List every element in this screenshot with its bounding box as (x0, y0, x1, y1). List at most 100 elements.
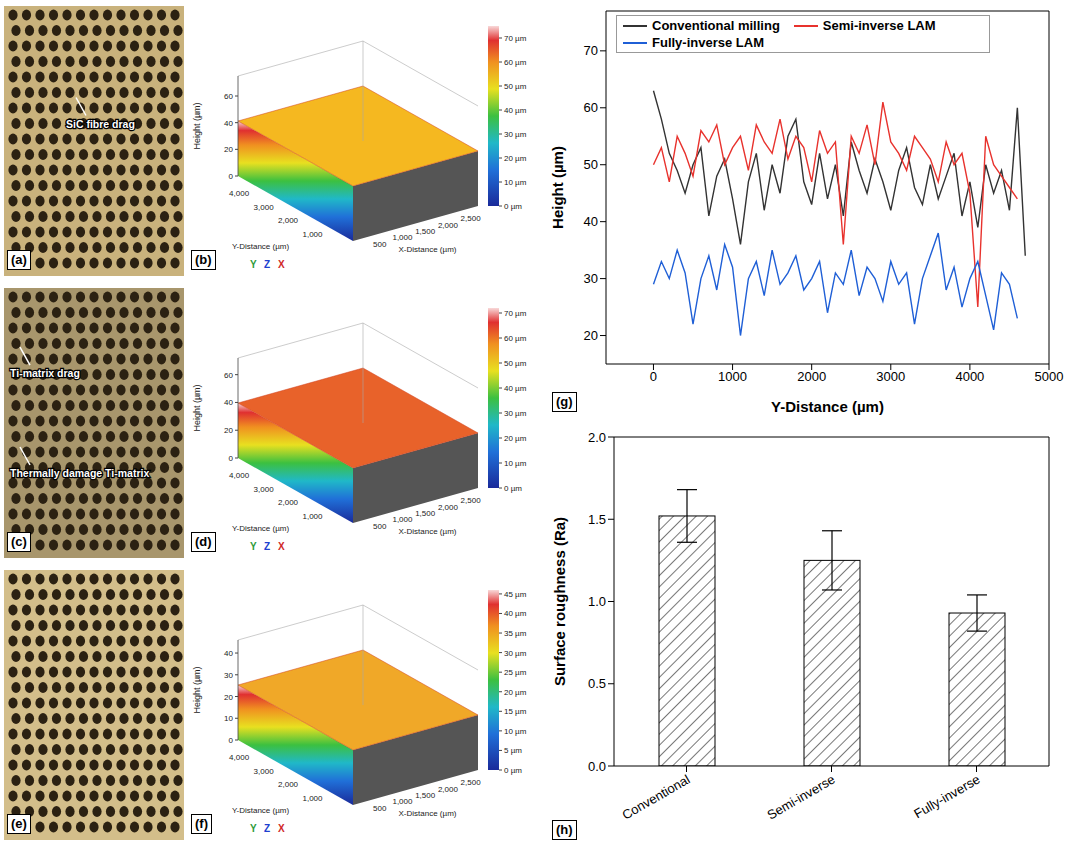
svg-text:30: 30 (224, 671, 233, 680)
svg-text:Y-Distance (µm): Y-Distance (µm) (232, 242, 290, 251)
svg-text:2,000: 2,000 (278, 780, 299, 789)
svg-text:X-Distance (µm): X-Distance (µm) (399, 527, 457, 536)
svg-text:2,000: 2,000 (278, 498, 299, 507)
svg-text:Z: Z (264, 823, 270, 834)
svg-text:1,500: 1,500 (415, 791, 436, 800)
svg-text:3,000: 3,000 (254, 203, 275, 212)
svg-text:0: 0 (229, 736, 234, 745)
svg-text:Surface roughness (Ra): Surface roughness (Ra) (551, 517, 568, 686)
svg-text:5 µm: 5 µm (504, 746, 522, 755)
svg-text:3000: 3000 (876, 369, 905, 384)
svg-text:45 µm: 45 µm (504, 590, 527, 599)
svg-text:1,000: 1,000 (392, 797, 413, 806)
svg-text:0: 0 (229, 454, 234, 463)
svg-text:60: 60 (224, 371, 233, 380)
svg-text:Z: Z (264, 541, 270, 552)
svg-text:50 µm: 50 µm (504, 82, 527, 91)
svg-text:2,000: 2,000 (438, 785, 459, 794)
svg-text:X-Distance (µm): X-Distance (µm) (399, 809, 457, 818)
svg-text:Y-Distance (µm): Y-Distance (µm) (232, 806, 290, 815)
svg-text:40 µm: 40 µm (504, 384, 527, 393)
svg-text:60: 60 (224, 92, 233, 101)
svg-text:X: X (278, 541, 285, 552)
svg-text:3,000: 3,000 (254, 485, 275, 494)
svg-text:2000: 2000 (797, 369, 826, 384)
svg-text:0 µm: 0 µm (504, 766, 522, 775)
svg-text:2,000: 2,000 (438, 503, 459, 512)
svg-text:20 µm: 20 µm (504, 154, 527, 163)
svg-text:4,000: 4,000 (229, 471, 250, 480)
svg-text:0.0: 0.0 (588, 759, 606, 774)
svg-text:20 µm: 20 µm (504, 688, 527, 697)
svg-text:Y-Distance (µm): Y-Distance (µm) (232, 524, 290, 533)
svg-text:15 µm: 15 µm (504, 707, 527, 716)
svg-text:1,000: 1,000 (303, 230, 324, 239)
svg-text:SiC fibre drag: SiC fibre drag (66, 118, 135, 130)
svg-text:4000: 4000 (955, 369, 984, 384)
svg-text:0.5: 0.5 (588, 676, 606, 691)
svg-text:2,500: 2,500 (461, 496, 482, 505)
svg-text:70: 70 (584, 43, 598, 58)
svg-text:40 µm: 40 µm (504, 609, 527, 618)
svg-text:30: 30 (584, 271, 598, 286)
svg-text:40: 40 (224, 398, 233, 407)
svg-text:10 µm: 10 µm (504, 178, 527, 187)
svg-text:Height (µm): Height (µm) (192, 384, 202, 431)
svg-text:70 µm: 70 µm (504, 34, 527, 43)
svg-text:Conventional: Conventional (619, 772, 692, 823)
svg-text:0 µm: 0 µm (504, 484, 522, 493)
svg-text:60 µm: 60 µm (504, 334, 527, 343)
svg-text:20: 20 (224, 145, 233, 154)
svg-text:30 µm: 30 µm (504, 130, 527, 139)
svg-text:2,500: 2,500 (461, 778, 482, 787)
svg-text:20 µm: 20 µm (504, 434, 527, 443)
svg-text:20: 20 (224, 693, 233, 702)
svg-text:2,500: 2,500 (461, 214, 482, 223)
svg-text:2,000: 2,000 (278, 216, 299, 225)
svg-text:30 µm: 30 µm (504, 649, 527, 658)
svg-text:1,000: 1,000 (303, 512, 324, 521)
svg-text:10: 10 (224, 714, 233, 723)
svg-text:60: 60 (584, 100, 598, 115)
svg-text:1.5: 1.5 (588, 512, 606, 527)
svg-text:5000: 5000 (1035, 369, 1064, 384)
svg-text:X: X (278, 259, 285, 270)
svg-text:40: 40 (224, 119, 233, 128)
svg-text:0 µm: 0 µm (504, 202, 522, 211)
svg-text:0: 0 (229, 172, 234, 181)
svg-text:Z: Z (264, 259, 270, 270)
svg-text:30 µm: 30 µm (504, 409, 527, 418)
svg-text:20: 20 (584, 328, 598, 343)
svg-text:40 µm: 40 µm (504, 106, 527, 115)
svg-text:Height (µm): Height (µm) (192, 102, 202, 149)
svg-text:500: 500 (373, 522, 387, 531)
svg-text:1,000: 1,000 (303, 794, 324, 803)
svg-text:60 µm: 60 µm (504, 58, 527, 67)
svg-text:Thermally damage Ti-matrix: Thermally damage Ti-matrix (10, 467, 149, 479)
svg-text:40: 40 (584, 214, 598, 229)
svg-text:Y: Y (250, 259, 257, 270)
svg-text:10 µm: 10 µm (504, 459, 527, 468)
svg-text:2,000: 2,000 (438, 221, 459, 230)
svg-text:20: 20 (224, 426, 233, 435)
svg-text:Y: Y (250, 541, 257, 552)
svg-text:2.0: 2.0 (588, 430, 606, 445)
svg-text:Ti-matrix drag: Ti-matrix drag (10, 367, 80, 379)
svg-text:500: 500 (373, 240, 387, 249)
svg-text:Height (µm): Height (µm) (192, 666, 202, 713)
svg-text:1,500: 1,500 (415, 227, 436, 236)
svg-text:50: 50 (584, 157, 598, 172)
svg-text:Y-Distance (µm): Y-Distance (µm) (771, 398, 884, 415)
svg-text:1000: 1000 (718, 369, 747, 384)
svg-text:1,500: 1,500 (415, 509, 436, 518)
svg-text:50 µm: 50 µm (504, 359, 527, 368)
svg-text:Fully-inverse: Fully-inverse (911, 772, 982, 822)
svg-text:0: 0 (650, 369, 657, 384)
svg-text:500: 500 (373, 804, 387, 813)
svg-text:X: X (278, 823, 285, 834)
svg-text:3,000: 3,000 (254, 767, 275, 776)
svg-text:1.0: 1.0 (588, 594, 606, 609)
svg-text:25 µm: 25 µm (504, 668, 527, 677)
svg-text:Semi-inverse: Semi-inverse (764, 772, 837, 823)
svg-text:Y: Y (250, 823, 257, 834)
